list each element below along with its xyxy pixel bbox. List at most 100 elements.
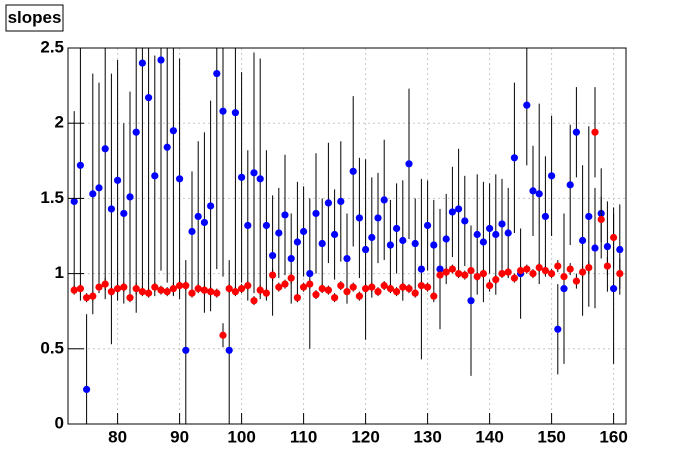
marker bbox=[145, 94, 153, 102]
marker bbox=[157, 286, 165, 294]
marker bbox=[269, 251, 277, 260]
marker bbox=[560, 273, 568, 281]
marker bbox=[591, 128, 599, 136]
marker bbox=[436, 271, 444, 279]
marker bbox=[572, 277, 581, 285]
x-tick-label: 110 bbox=[290, 427, 317, 446]
marker bbox=[448, 208, 456, 216]
marker bbox=[324, 199, 332, 207]
marker bbox=[200, 218, 208, 227]
marker bbox=[169, 285, 177, 293]
marker bbox=[517, 266, 525, 275]
marker bbox=[548, 270, 556, 278]
marker bbox=[306, 280, 314, 288]
marker bbox=[368, 283, 376, 291]
marker bbox=[492, 230, 500, 239]
marker bbox=[256, 286, 264, 294]
marker bbox=[269, 271, 277, 279]
marker bbox=[132, 285, 140, 293]
marker bbox=[225, 285, 233, 293]
marker bbox=[300, 283, 308, 291]
marker bbox=[529, 187, 537, 195]
marker bbox=[169, 127, 177, 135]
marker bbox=[461, 217, 469, 225]
marker bbox=[492, 276, 500, 284]
marker bbox=[616, 245, 624, 254]
marker bbox=[126, 193, 134, 201]
marker bbox=[411, 239, 419, 248]
marker bbox=[349, 283, 357, 291]
marker bbox=[343, 288, 351, 296]
marker bbox=[331, 294, 339, 302]
marker bbox=[324, 286, 332, 294]
marker bbox=[523, 101, 531, 109]
marker bbox=[473, 273, 481, 281]
marker bbox=[355, 292, 363, 300]
marker bbox=[523, 265, 531, 273]
marker bbox=[455, 205, 463, 213]
marker bbox=[244, 221, 252, 230]
marker bbox=[374, 288, 382, 296]
marker bbox=[312, 291, 320, 299]
marker bbox=[610, 233, 618, 242]
title-box bbox=[5, 4, 64, 32]
marker bbox=[238, 173, 246, 181]
marker bbox=[138, 59, 146, 67]
marker bbox=[132, 128, 140, 136]
marker bbox=[107, 205, 115, 213]
marker bbox=[244, 282, 252, 290]
marker bbox=[554, 325, 562, 333]
marker bbox=[120, 283, 128, 291]
marker bbox=[114, 176, 122, 184]
marker bbox=[498, 220, 506, 228]
marker bbox=[355, 214, 363, 222]
marker bbox=[225, 346, 233, 354]
marker bbox=[89, 190, 97, 198]
marker bbox=[126, 294, 134, 302]
marker bbox=[616, 270, 624, 278]
y-tick-label: 1.5 bbox=[40, 188, 64, 207]
marker bbox=[430, 292, 438, 300]
marker bbox=[182, 282, 190, 290]
marker bbox=[207, 288, 215, 296]
marker bbox=[157, 56, 165, 64]
marker bbox=[585, 212, 593, 221]
marker bbox=[374, 214, 382, 222]
marker bbox=[312, 209, 320, 218]
marker bbox=[448, 265, 456, 273]
marker bbox=[318, 285, 326, 293]
plot-frame bbox=[67, 47, 627, 425]
marker bbox=[89, 292, 97, 300]
marker bbox=[541, 266, 550, 275]
marker bbox=[76, 161, 84, 169]
marker bbox=[535, 263, 543, 272]
marker bbox=[455, 270, 463, 278]
marker bbox=[101, 145, 109, 153]
marker bbox=[541, 212, 550, 221]
marker bbox=[430, 241, 438, 249]
marker bbox=[219, 331, 227, 339]
x-tick-label: 130 bbox=[413, 427, 441, 446]
marker bbox=[120, 209, 128, 218]
marker bbox=[585, 263, 593, 272]
marker bbox=[231, 109, 239, 117]
marker bbox=[442, 268, 450, 276]
y-tick-label: 0.5 bbox=[40, 338, 64, 357]
marker bbox=[424, 283, 432, 291]
marker bbox=[349, 167, 357, 175]
marker bbox=[281, 280, 289, 288]
marker bbox=[262, 221, 270, 230]
marker bbox=[572, 128, 581, 136]
marker bbox=[405, 285, 413, 293]
marker bbox=[70, 197, 78, 206]
marker bbox=[479, 270, 487, 278]
marker bbox=[213, 69, 221, 78]
marker bbox=[535, 190, 543, 198]
marker bbox=[498, 270, 506, 278]
marker bbox=[95, 283, 103, 291]
marker bbox=[579, 268, 587, 276]
marker bbox=[207, 202, 215, 210]
marker bbox=[281, 211, 289, 219]
marker bbox=[337, 282, 345, 290]
